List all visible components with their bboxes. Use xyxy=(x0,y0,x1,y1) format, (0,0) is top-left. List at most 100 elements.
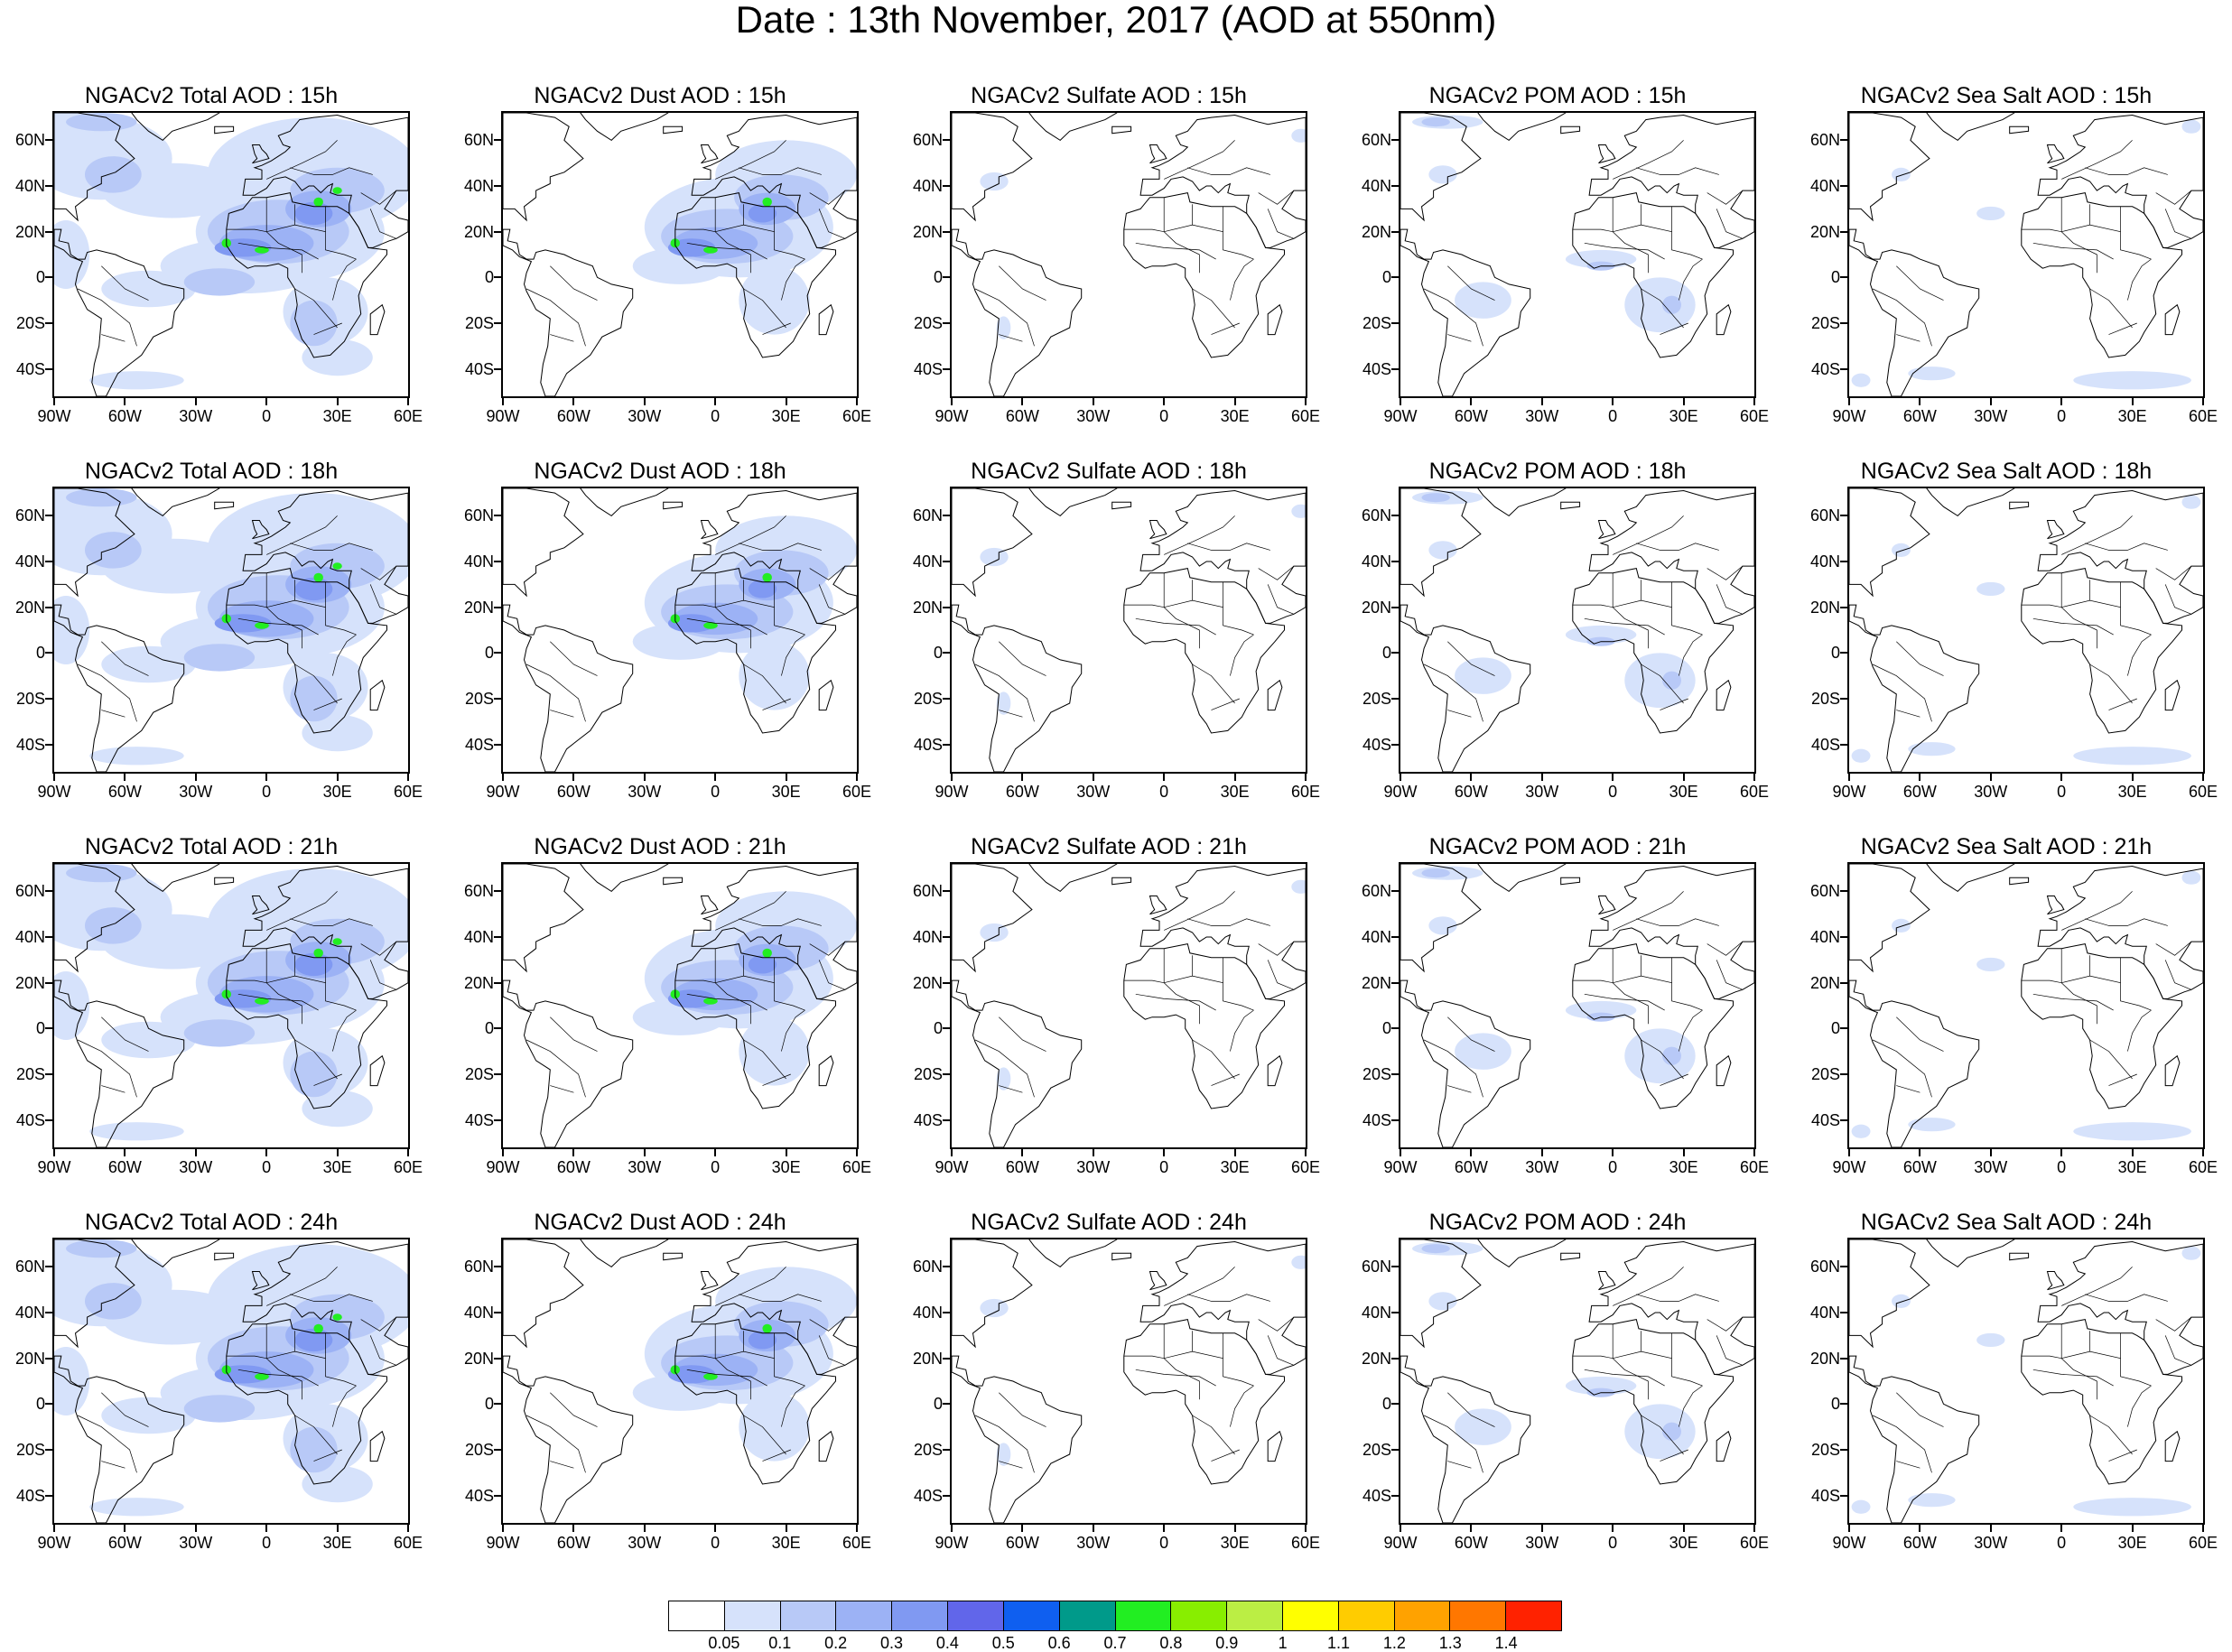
coastline xyxy=(1597,1271,1616,1291)
colorbar-tick-label: 0.3 xyxy=(879,1634,904,1652)
coastline xyxy=(2164,1054,2181,1087)
lon-tick-label: 30W xyxy=(628,783,662,801)
lat-tick xyxy=(45,1266,52,1268)
aod-field xyxy=(89,371,184,390)
lat-tick-label: 20S xyxy=(464,313,494,332)
lat-tick xyxy=(1840,1266,1847,1268)
country-border xyxy=(2032,993,2114,1011)
country-border xyxy=(294,288,338,329)
country-border xyxy=(739,918,822,926)
lat-tick-label: 0 xyxy=(35,1019,45,1038)
lat-tick xyxy=(1391,185,1399,188)
lon-tick-label: 90W xyxy=(37,783,71,801)
lat-tick-label: 40S xyxy=(464,1110,494,1129)
lon-tick xyxy=(2131,398,2134,405)
country-border xyxy=(1423,1039,1483,1098)
lon-tick-label: 30E xyxy=(1220,1534,1250,1552)
country-border xyxy=(739,167,822,175)
country-border xyxy=(743,288,786,329)
colorbar-tick-label: 1.3 xyxy=(1438,1634,1462,1652)
lon-tick-label: 30E xyxy=(2117,1534,2147,1552)
lat-tick xyxy=(1391,606,1399,608)
aod-map xyxy=(1849,488,2203,772)
coastline xyxy=(1588,1240,1754,1375)
lon-tick-label: 60W xyxy=(556,407,591,425)
country-border xyxy=(2061,891,2133,931)
lat-tick-label: 40N xyxy=(1361,1304,1391,1323)
lat-tick-label: 40S xyxy=(464,1486,494,1505)
lat-tick-label: 20S xyxy=(1810,1440,1840,1459)
lat-tick xyxy=(1840,276,1847,279)
lon-tick-label: 30W xyxy=(1525,407,1559,425)
aod-field xyxy=(54,1347,90,1415)
aod-field xyxy=(89,1498,184,1517)
coastline xyxy=(1572,568,1734,734)
lon-tick-label: 0 xyxy=(711,407,721,425)
country-border xyxy=(1660,1073,1688,1086)
coastline xyxy=(663,1252,684,1261)
country-border xyxy=(265,572,302,649)
lat-tick xyxy=(1840,1072,1847,1075)
lon-tick xyxy=(1305,1525,1307,1532)
country-border xyxy=(999,1461,1023,1469)
lat-tick xyxy=(1840,1403,1847,1406)
country-border xyxy=(1192,288,1235,329)
lat-tick-label: 20N xyxy=(14,598,45,617)
lat-tick xyxy=(1391,1027,1399,1030)
lat-tick-label: 60N xyxy=(1809,1258,1840,1276)
country-border xyxy=(1679,1009,1703,1052)
lon-tick xyxy=(951,1149,953,1156)
coastline xyxy=(674,943,836,1109)
lat-tick-label: 60N xyxy=(1361,131,1391,150)
coastline xyxy=(952,228,1083,396)
country-border xyxy=(2061,515,2133,555)
lat-tick xyxy=(494,606,501,608)
lon-tick xyxy=(502,398,504,405)
aod-field xyxy=(1908,1118,1956,1132)
lat-tick-label: 60N xyxy=(1809,882,1840,901)
lat-tick xyxy=(45,367,52,370)
country-border xyxy=(77,1039,137,1098)
country-border xyxy=(1636,1294,1719,1302)
lat-tick xyxy=(1391,652,1399,654)
country-border xyxy=(1267,1335,1295,1366)
country-border xyxy=(2061,140,2133,180)
aod-field xyxy=(703,246,718,254)
lat-tick xyxy=(45,230,52,233)
country-border xyxy=(999,641,1046,676)
lat-tick xyxy=(943,561,950,563)
country-border xyxy=(1612,1323,1649,1400)
lon-tick xyxy=(2060,398,2063,405)
coastline xyxy=(1716,303,1732,336)
lat-tick xyxy=(1840,139,1847,142)
map-panel: NGACv2 Dust AOD : 18h 60N 40N 20N 0 20S 40S 90W… xyxy=(449,456,884,821)
lon-tick-label: 30W xyxy=(1525,1158,1559,1176)
lon-tick-label: 90W xyxy=(486,407,520,425)
lon-tick-label: 30W xyxy=(1076,1534,1111,1552)
lat-tick xyxy=(943,1403,950,1406)
lat-tick xyxy=(1391,981,1399,984)
lat-tick xyxy=(45,652,52,654)
colorbar-swatch xyxy=(892,1601,949,1630)
lat-tick-label: 0 xyxy=(1830,1019,1840,1038)
lon-tick xyxy=(265,1525,268,1532)
aod-field xyxy=(1421,117,1450,127)
lon-tick-label: 30W xyxy=(628,407,662,425)
lon-tick-label: 30E xyxy=(1220,1158,1250,1176)
aod-field xyxy=(290,1426,338,1473)
lat-tick xyxy=(45,321,52,324)
aod-field xyxy=(1662,671,1681,690)
lon-tick xyxy=(2131,1525,2134,1532)
colorbar-tick-label: 1.4 xyxy=(1494,1634,1518,1652)
coastline xyxy=(1123,568,1285,734)
lon-tick-label: 30E xyxy=(1669,1534,1698,1552)
country-border xyxy=(743,1039,786,1080)
lat-tick xyxy=(494,185,501,188)
lat-tick-label: 60N xyxy=(14,506,45,525)
coastline xyxy=(1149,520,1167,540)
coastline xyxy=(54,228,185,396)
lon-tick xyxy=(1848,1525,1850,1532)
country-border xyxy=(1163,948,1200,1025)
lat-tick-label: 20N xyxy=(463,973,494,992)
country-border xyxy=(290,543,373,551)
